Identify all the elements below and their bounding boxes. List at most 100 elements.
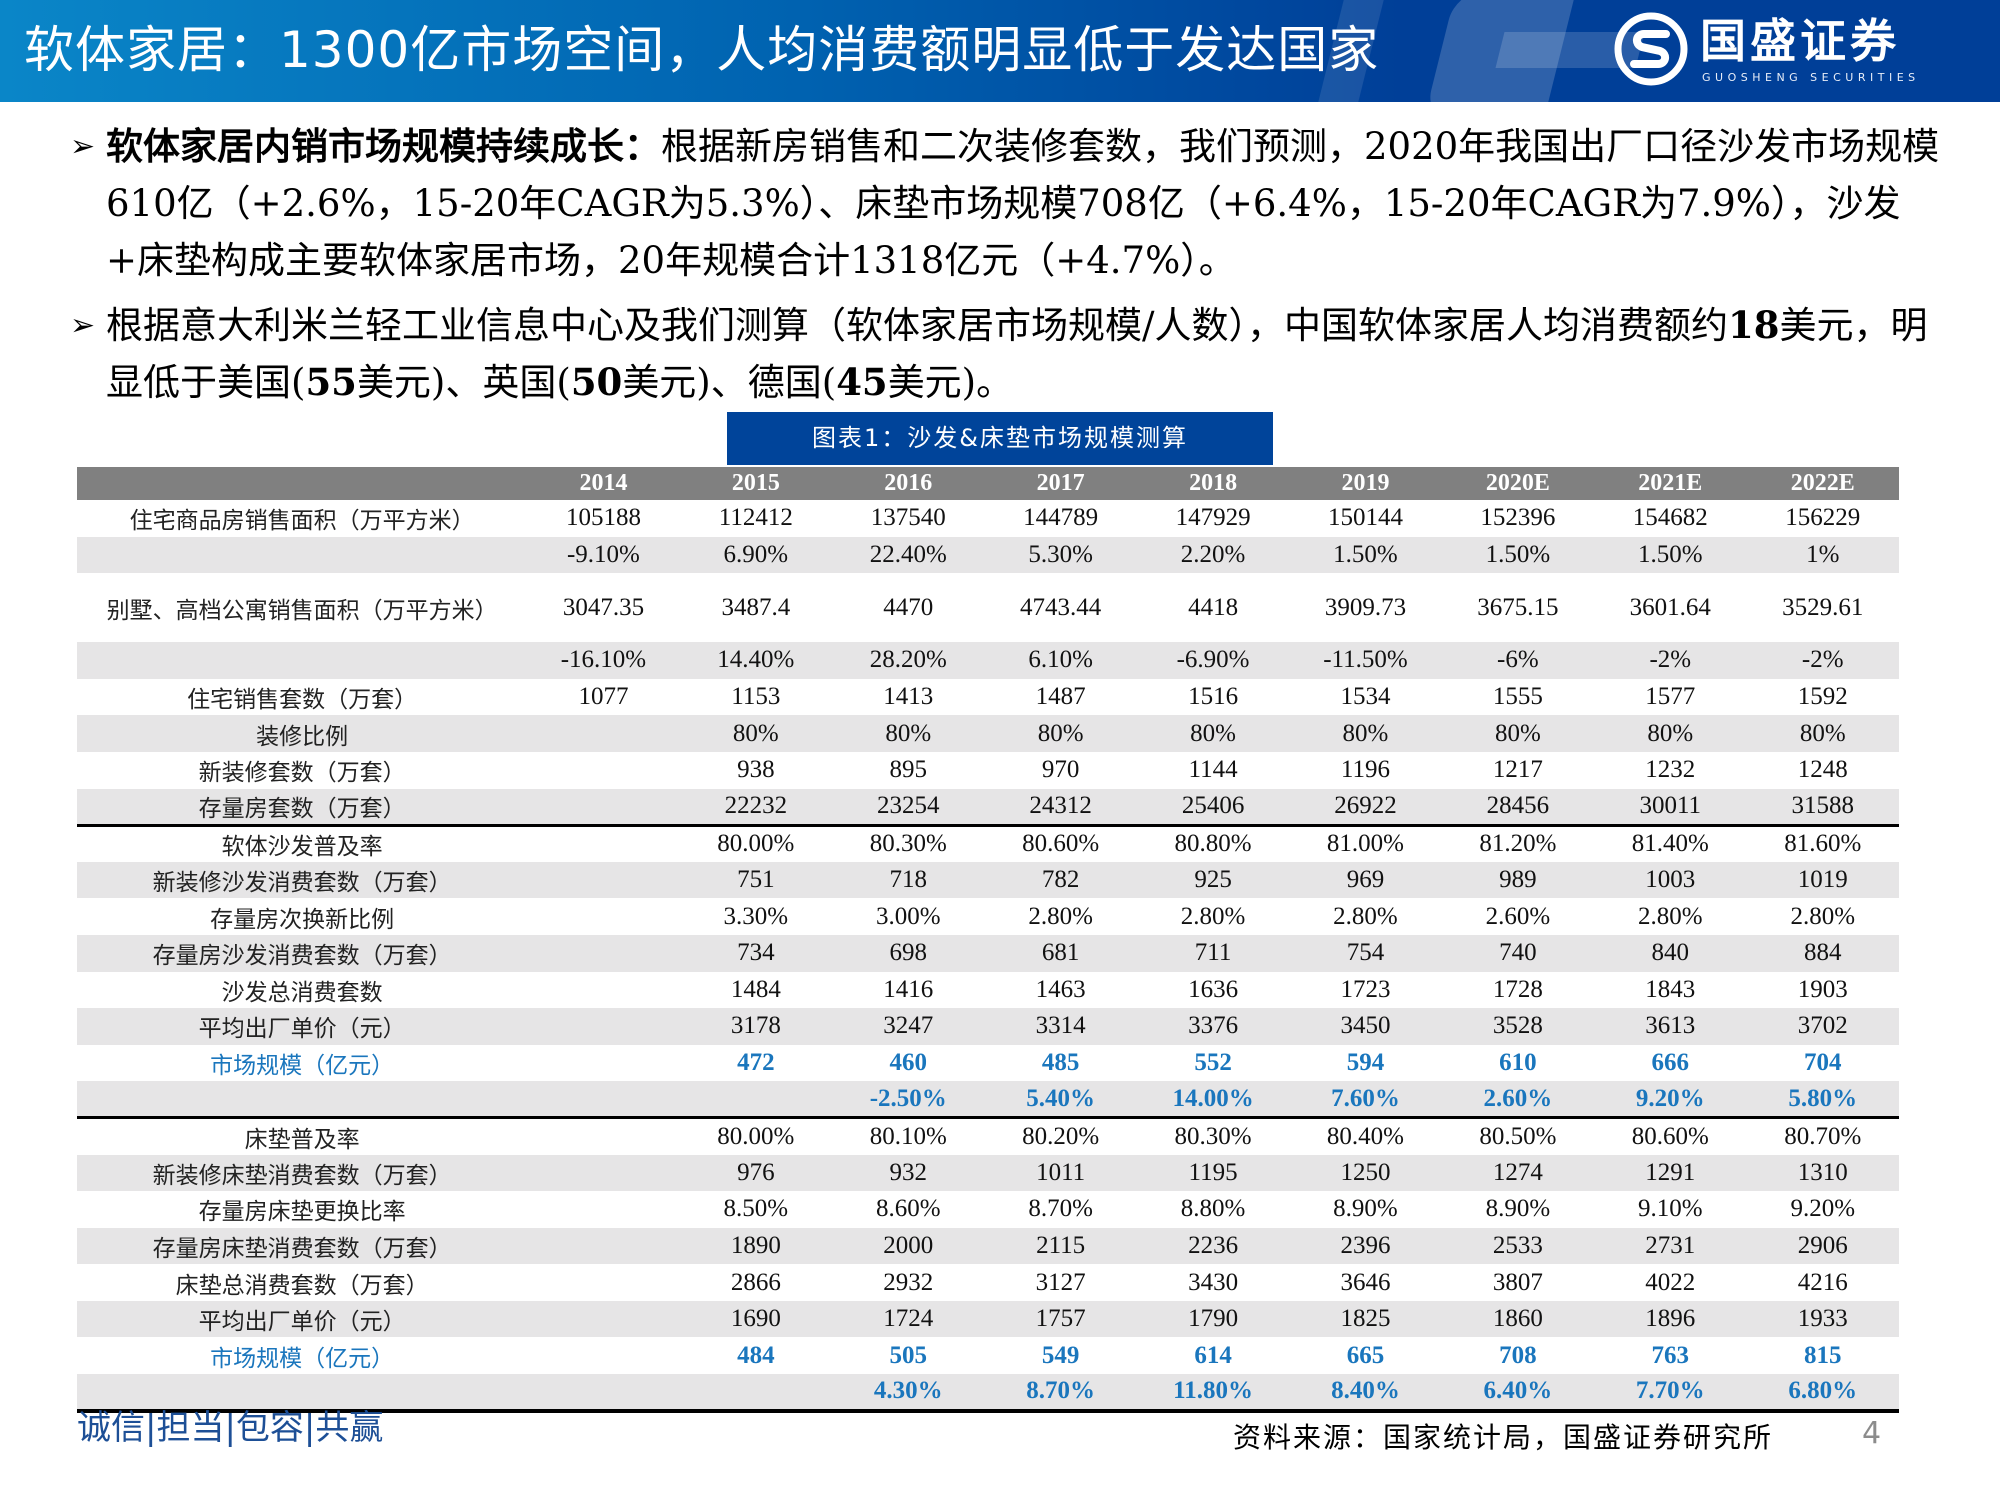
table-cell: 80% — [679, 715, 833, 752]
table-cell: 80.80% — [1136, 823, 1290, 862]
table-row: 新装修沙发消费套数（万套） 751 718 782 925 969 989 1003 1019 — [77, 861, 1899, 899]
table-cell: 8.70% — [984, 1191, 1137, 1228]
table-cell: 1274 — [1441, 1154, 1595, 1192]
table-cell: 80.30% — [1136, 1116, 1290, 1155]
table-cell: 3807 — [1441, 1264, 1595, 1301]
table-cell: 1723 — [1289, 971, 1442, 1009]
table-header-row: 2014 2015 2016 2017 2018 2019 2020E 2021E 2022E — [77, 467, 1899, 500]
table-cell: 711 — [1136, 934, 1290, 972]
table-cell: 3127 — [984, 1264, 1137, 1301]
table-cell: 552 — [1136, 1044, 1290, 1082]
table-row: 别墅、高档公寓销售面积（万平方米） 3047.35 3487.4 4470 4743.4… — [77, 573, 1899, 643]
table-cell: 80% — [1289, 715, 1442, 752]
table-cell: 2115 — [984, 1227, 1137, 1265]
table-row: -2.50% 5.40% 14.00% 7.60% 2.60% 9.20% 5.80% — [77, 1081, 1899, 1118]
table-row: 平均出厂单价（元） 1690 1724 1757 1790 1825 1860 1896 193… — [77, 1300, 1899, 1338]
table-cell: 2866 — [679, 1264, 833, 1301]
table-cell: 80% — [1594, 715, 1747, 752]
table-cell — [527, 1374, 680, 1413]
table-cell: 1.50% — [1594, 536, 1747, 574]
row-label: 装修比例 — [77, 715, 528, 752]
table-cell: 1291 — [1594, 1154, 1747, 1192]
table-cell: 2731 — [1594, 1227, 1747, 1265]
table-cell: 1757 — [984, 1300, 1137, 1338]
table-cell: 2906 — [1746, 1227, 1899, 1265]
table-cell: 1790 — [1136, 1300, 1290, 1338]
table-cell: 3909.73 — [1289, 573, 1442, 643]
table-cell: 105188 — [527, 500, 680, 537]
table-cell: 1690 — [679, 1300, 833, 1338]
table-cell: 81.20% — [1441, 823, 1595, 862]
table-cell: 1196 — [1289, 751, 1442, 789]
table-cell — [679, 1374, 833, 1413]
table-cell: 751 — [679, 861, 833, 899]
column-header-year: 2017 — [984, 467, 1137, 500]
table-cell: 81.40% — [1594, 823, 1747, 862]
table-cell: 970 — [984, 751, 1137, 789]
table-cell: 1416 — [832, 971, 985, 1009]
table-cell: 6.80% — [1746, 1374, 1899, 1413]
table-row: 新装修套数（万套） 938 895 970 1144 1196 1217 1232 1248 — [77, 751, 1899, 789]
table-cell: 1728 — [1441, 971, 1595, 1009]
table-cell: 1153 — [679, 678, 833, 716]
column-header-year: 2020E — [1441, 467, 1595, 500]
table-cell: 1860 — [1441, 1300, 1595, 1338]
table-cell — [527, 934, 680, 972]
table-cell: 80.00% — [679, 1116, 833, 1155]
table-cell — [527, 1300, 680, 1338]
table-cell: 25406 — [1136, 788, 1290, 826]
table-cell: 1555 — [1441, 678, 1595, 716]
table-cell: 3487.4 — [679, 573, 833, 643]
column-header-label — [77, 467, 528, 500]
table-cell — [527, 715, 680, 752]
table-cell: 708 — [1441, 1337, 1595, 1375]
table-row: 存量房床垫消费套数（万套） 1890 2000 2115 2236 2396 2533 273… — [77, 1227, 1899, 1265]
source-note: 资料来源：国家统计局，国盛证券研究所 — [1233, 1421, 1774, 1454]
table-cell — [527, 1227, 680, 1265]
table-cell: 147929 — [1136, 500, 1290, 537]
table-cell: 1195 — [1136, 1154, 1290, 1192]
table-cell: 31588 — [1746, 788, 1899, 826]
triangle-arrow-right-icon: ➢ — [70, 129, 96, 164]
table-cell: 6.90% — [679, 536, 833, 574]
table-cell: 2.80% — [984, 898, 1137, 935]
table-cell: 2000 — [832, 1227, 985, 1265]
company-slogan: 诚信|担当|包容|共赢 — [77, 1408, 384, 1448]
table-cell: 8.50% — [679, 1191, 833, 1228]
row-label: 市场规模（亿元） — [77, 1044, 528, 1082]
bullet-text: 美元)、德国( — [622, 361, 837, 404]
table-cell — [527, 898, 680, 935]
table-cell: 925 — [1136, 861, 1290, 899]
table-cell: 14.40% — [679, 642, 833, 679]
table-row: 沙发总消费套数 1484 1416 1463 1636 1723 1728 1843 1903 — [77, 971, 1899, 1009]
table-cell: 80% — [984, 715, 1137, 752]
table-cell: 1310 — [1746, 1154, 1899, 1192]
table-row: 住宅商品房销售面积（万平方米） 105188 112412 137540 144789 1… — [77, 500, 1899, 537]
table-cell: 484 — [679, 1337, 833, 1375]
row-label: 别墅、高档公寓销售面积（万平方米） — [77, 573, 528, 643]
table-cell: 1487 — [984, 678, 1137, 716]
table-cell: 7.70% — [1594, 1374, 1747, 1413]
table-row: 住宅销售套数（万套） 1077 1153 1413 1487 1516 1534 1555 15… — [77, 678, 1899, 716]
row-label: 住宅商品房销售面积（万平方米） — [77, 500, 528, 537]
table-cell: 144789 — [984, 500, 1137, 537]
table-cell: 665 — [1289, 1337, 1442, 1375]
table-cell: 80.20% — [984, 1116, 1137, 1155]
table-cell: 150144 — [1289, 500, 1442, 537]
table-cell: 3613 — [1594, 1008, 1747, 1045]
table-cell: 815 — [1746, 1337, 1899, 1375]
bullet-per-capita: ➢ 根据意大利米兰轻工业信息中心及我们测算（软体家居市场规模/人数），中国软体家… — [66, 297, 1946, 411]
table-cell: 80.60% — [984, 823, 1137, 862]
table-cell: 2.80% — [1136, 898, 1290, 935]
table-cell: 1516 — [1136, 678, 1290, 716]
row-label: 存量房床垫更换比率 — [77, 1191, 528, 1228]
table-row: 存量房沙发消费套数（万套） 734 698 681 711 754 740 840 884 — [77, 934, 1899, 972]
table-cell: 1636 — [1136, 971, 1290, 1009]
table-row: 装修比例 80% 80% 80% 80% 80% 80% 80% 80% — [77, 715, 1899, 752]
table-cell: 2.80% — [1289, 898, 1442, 935]
table-cell: 3430 — [1136, 1264, 1290, 1301]
table-cell: 24312 — [984, 788, 1137, 826]
table-cell: 2.60% — [1441, 1081, 1595, 1118]
table-cell: 7.60% — [1289, 1081, 1442, 1118]
market-size-table: 2014 2015 2016 2017 2018 2019 2020E 2021E 2022E … — [77, 467, 1899, 1413]
